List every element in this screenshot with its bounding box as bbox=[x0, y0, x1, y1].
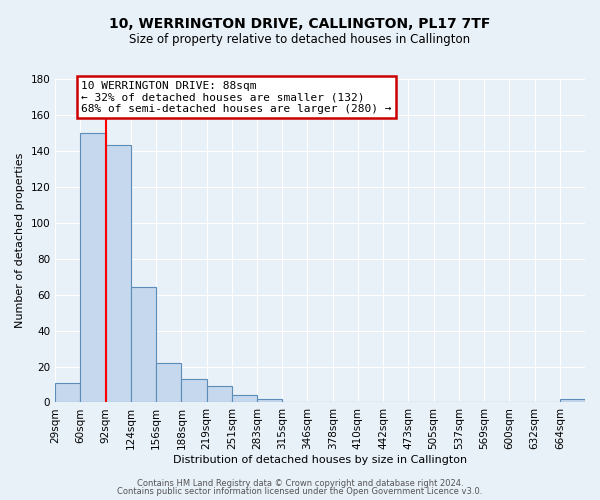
Bar bbox=[156, 363, 181, 403]
Bar bbox=[181, 379, 206, 402]
Bar bbox=[80, 133, 106, 402]
Text: Contains HM Land Registry data © Crown copyright and database right 2024.: Contains HM Land Registry data © Crown c… bbox=[137, 478, 463, 488]
Bar bbox=[232, 396, 257, 402]
Bar bbox=[206, 386, 232, 402]
Bar bbox=[257, 399, 282, 402]
Y-axis label: Number of detached properties: Number of detached properties bbox=[15, 153, 25, 328]
Text: 10, WERRINGTON DRIVE, CALLINGTON, PL17 7TF: 10, WERRINGTON DRIVE, CALLINGTON, PL17 7… bbox=[109, 18, 491, 32]
Bar bbox=[131, 288, 156, 403]
Text: 10 WERRINGTON DRIVE: 88sqm
← 32% of detached houses are smaller (132)
68% of sem: 10 WERRINGTON DRIVE: 88sqm ← 32% of deta… bbox=[81, 81, 392, 114]
Text: Size of property relative to detached houses in Callington: Size of property relative to detached ho… bbox=[130, 32, 470, 46]
Bar bbox=[560, 399, 585, 402]
X-axis label: Distribution of detached houses by size in Callington: Distribution of detached houses by size … bbox=[173, 455, 467, 465]
Bar bbox=[106, 146, 131, 402]
Text: Contains public sector information licensed under the Open Government Licence v3: Contains public sector information licen… bbox=[118, 487, 482, 496]
Bar bbox=[55, 382, 80, 402]
